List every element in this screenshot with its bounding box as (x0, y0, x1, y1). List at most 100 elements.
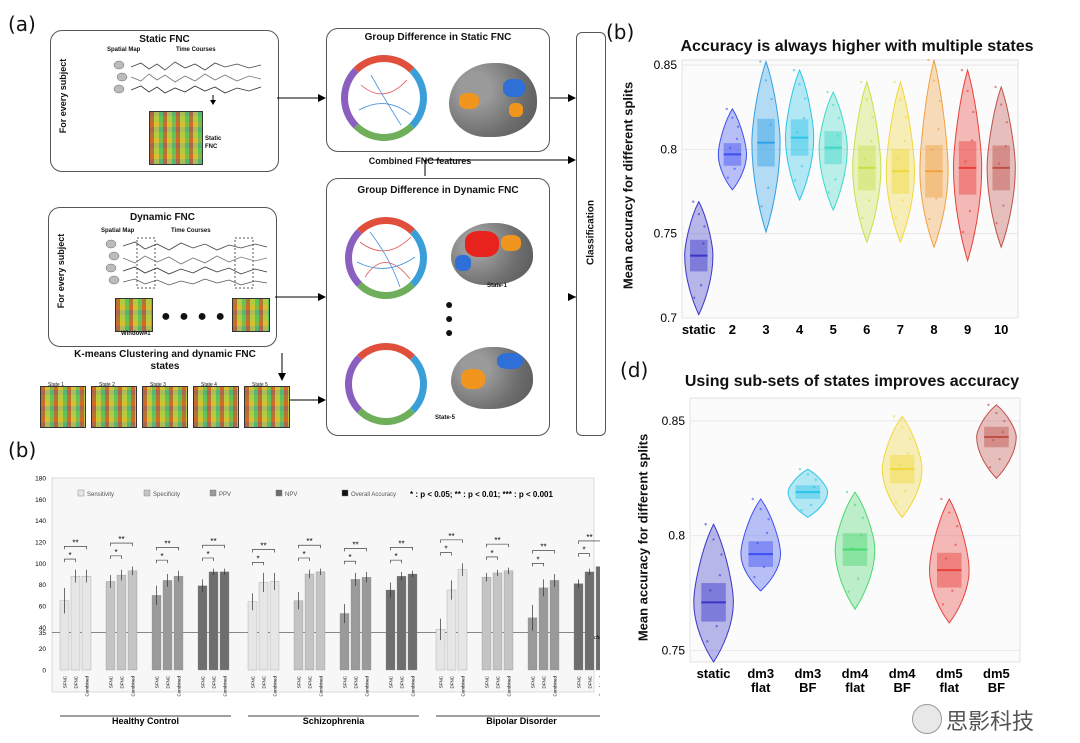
dynamic-time-courses-label: Time Courses (171, 228, 211, 234)
violin-point (731, 116, 734, 120)
x-tick-label: DFNC (166, 675, 171, 688)
violin-point (896, 157, 900, 161)
violin-point (870, 139, 873, 143)
watermark: 思影科技 (912, 700, 1080, 736)
x-tick-label: flat (940, 680, 960, 695)
violin-point (960, 68, 964, 72)
static-connectogram-links (358, 74, 412, 126)
y-tick-label: 180 (35, 476, 46, 483)
violin-point (961, 230, 965, 234)
x-tick-label: DFNC (450, 675, 455, 688)
static-time-courses-plot (113, 60, 262, 105)
violin-point (793, 179, 797, 182)
sig-stars: * (490, 549, 493, 558)
state-label-3: State 3 (150, 382, 166, 388)
violin-point (865, 98, 868, 101)
y-tick-label: 0.7 (660, 311, 677, 325)
x-tick-label: BF (988, 680, 1005, 695)
violin-point (1001, 430, 1004, 434)
sig-bracket (156, 547, 179, 551)
violin-body (818, 90, 848, 212)
violin-point (792, 68, 796, 72)
violin-body (717, 107, 748, 191)
violin-point (845, 490, 849, 494)
violin-point (995, 221, 998, 225)
violin-point (847, 590, 850, 593)
violin-point (809, 503, 813, 507)
violin-body (885, 80, 916, 244)
sig-bracket (252, 561, 264, 566)
state5-connectogram (345, 343, 427, 425)
x-tick-label: dm4 (842, 666, 870, 681)
x-tick-label: DFNC (74, 675, 79, 688)
violin1-ylabel: Mean accuracy for different splits (620, 81, 636, 290)
violin-point (715, 624, 718, 628)
state1-red-region (465, 231, 499, 257)
dynamic-ellipsis: ● ● ● ● (161, 308, 227, 325)
x-tick-label: Combined (319, 676, 324, 697)
bar (151, 595, 162, 671)
violin-point (728, 146, 732, 149)
sig-stars: * (302, 550, 305, 559)
x-tick-label: Combined (273, 676, 278, 697)
violin-point (1003, 419, 1006, 423)
chance-label: chance (594, 635, 600, 641)
sig-bracket (440, 552, 452, 556)
panel-d-letter: (d) (620, 358, 649, 382)
x-tick-label: Combined (177, 676, 182, 697)
violin-point (951, 589, 954, 592)
violin-point (735, 137, 739, 141)
violin-point (1004, 145, 1007, 148)
x-tick-label: DFNC (542, 675, 547, 688)
sig-stars: ** (260, 541, 266, 550)
violin-point (1002, 204, 1005, 207)
y-tick-label: 0.85 (662, 414, 686, 428)
panel-b-bars-letter: (b) (8, 438, 37, 462)
state-label-2: State 2 (99, 382, 115, 388)
violin-body (976, 404, 1017, 480)
violin-point (760, 205, 763, 208)
bar (595, 566, 600, 671)
sig-bracket (298, 544, 321, 549)
violin-point (804, 97, 807, 100)
violin-point (867, 199, 871, 202)
violin-point (928, 217, 931, 221)
x-tick-label: 9 (964, 322, 971, 337)
dynamic-spatial-map-label: Spatial Map (101, 228, 135, 234)
violin-body (919, 59, 949, 249)
x-tick-label: DFNC (588, 675, 593, 688)
violin-point (992, 438, 995, 442)
x-tick-label: DFNC (400, 675, 405, 688)
violin-body (952, 68, 983, 263)
violin-point (718, 574, 722, 577)
combined-fnc-label: Combined FNC features (368, 156, 472, 166)
sig-bracket (532, 550, 555, 554)
x-tick-label: BF (893, 680, 910, 695)
state-matrix-5 (244, 386, 290, 428)
violin-point (762, 565, 766, 569)
violin-point (812, 485, 816, 489)
bar (573, 583, 584, 671)
x-tick-label: static (682, 322, 716, 337)
sig-bracket (344, 560, 356, 565)
state5-label: State-5 (435, 415, 456, 421)
legend-label: Specificity (153, 492, 180, 498)
sig-stars: ** (540, 543, 546, 552)
state-label-1: State 1 (48, 382, 64, 388)
violin-point (691, 200, 695, 203)
violin-point (802, 116, 806, 120)
violin-point (762, 142, 765, 145)
violin-point (899, 98, 902, 101)
x-tick-label: static (697, 666, 731, 681)
violin-point (806, 473, 810, 476)
bar (584, 571, 595, 671)
violin-point (733, 167, 736, 170)
violin-point (751, 497, 754, 501)
bar (396, 575, 407, 671)
bar (549, 580, 560, 671)
bar-chart-group-labels: Healthy Control Schizophrenia Bipolar Diso… (60, 715, 600, 726)
sig-bracket (202, 544, 225, 549)
x-tick-label: dm5 (936, 666, 963, 681)
bar (258, 582, 269, 671)
